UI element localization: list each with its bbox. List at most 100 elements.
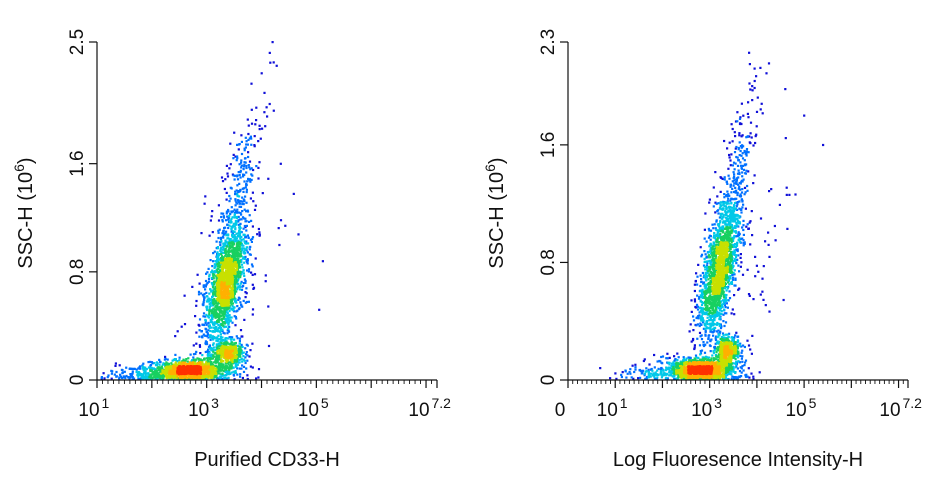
- data-point: [631, 364, 634, 367]
- data-point: [656, 369, 659, 372]
- data-point: [241, 247, 244, 250]
- data-point: [231, 292, 234, 295]
- data-point: [198, 318, 202, 321]
- data-point: [267, 305, 270, 308]
- data-point: [728, 177, 731, 180]
- x-tick-exponent: 1: [102, 395, 110, 411]
- data-point: [228, 253, 231, 257]
- data-point: [738, 270, 741, 273]
- data-point: [225, 320, 229, 323]
- data-point: [759, 293, 762, 296]
- data-point: [218, 311, 222, 314]
- data-point: [245, 292, 248, 295]
- data-point: [232, 235, 235, 238]
- data-point: [748, 51, 751, 54]
- data-point: [224, 354, 227, 357]
- data-point: [247, 164, 250, 167]
- data-point: [141, 377, 144, 380]
- data-point: [230, 187, 233, 190]
- data-point: [747, 227, 750, 230]
- data-point: [228, 261, 231, 264]
- data-point: [754, 255, 757, 258]
- data-point: [218, 365, 221, 368]
- data-point: [223, 288, 226, 291]
- data-point: [172, 376, 175, 380]
- data-point: [698, 344, 702, 347]
- data-point: [220, 253, 223, 256]
- data-point: [210, 290, 213, 293]
- data-point: [156, 373, 159, 376]
- data-point: [236, 178, 240, 181]
- data-point: [210, 368, 214, 371]
- data-point: [737, 148, 740, 151]
- data-point: [661, 362, 664, 365]
- data-point: [220, 347, 223, 350]
- y-axis-title: SSC-H (106): [11, 157, 37, 268]
- data-point: [249, 365, 252, 368]
- data-point: [221, 374, 224, 377]
- data-point: [221, 321, 225, 324]
- data-point: [222, 345, 225, 349]
- data-point: [695, 324, 698, 327]
- data-point: [784, 88, 787, 91]
- data-point: [172, 358, 175, 361]
- data-point: [651, 373, 654, 377]
- data-point: [212, 370, 215, 373]
- data-point: [240, 272, 243, 276]
- data-point: [736, 193, 739, 197]
- data-point: [785, 186, 788, 189]
- data-point: [206, 281, 209, 284]
- data-point: [736, 156, 739, 159]
- data-point: [749, 88, 752, 91]
- data-point: [230, 241, 233, 244]
- data-point: [170, 365, 174, 368]
- data-point: [235, 210, 238, 213]
- data-point: [733, 313, 736, 316]
- data-point: [227, 376, 230, 379]
- data-point: [202, 315, 205, 318]
- data-point: [208, 307, 211, 310]
- data-point: [214, 361, 217, 364]
- data-point: [244, 226, 247, 229]
- data-point: [676, 352, 679, 355]
- data-point: [235, 335, 238, 338]
- data-point: [207, 329, 210, 332]
- data-point: [203, 366, 206, 369]
- data-point: [261, 192, 264, 195]
- data-point: [219, 238, 223, 241]
- data-point: [224, 349, 227, 352]
- data-point: [140, 375, 143, 379]
- data-point: [736, 339, 739, 342]
- data-point: [738, 370, 742, 373]
- data-point: [257, 368, 261, 371]
- data-point: [162, 370, 165, 373]
- data-point: [227, 347, 230, 350]
- data-point: [249, 245, 252, 248]
- data-point: [114, 364, 117, 367]
- data-point: [240, 161, 243, 164]
- data-point: [157, 375, 160, 379]
- data-point: [233, 225, 236, 228]
- data-point: [219, 269, 222, 272]
- data-point: [212, 301, 215, 304]
- data-point: [142, 362, 145, 365]
- data-point: [191, 361, 194, 364]
- data-point: [242, 247, 246, 250]
- data-point: [154, 369, 157, 373]
- data-point: [189, 372, 192, 375]
- data-point: [255, 377, 258, 380]
- data-point: [740, 357, 743, 360]
- data-point: [224, 370, 227, 373]
- data-point: [222, 355, 225, 358]
- data-point: [239, 255, 243, 258]
- data-point: [749, 121, 753, 124]
- data-point: [234, 261, 237, 264]
- data-point: [666, 357, 669, 360]
- data-point: [223, 187, 226, 191]
- data-point: [724, 321, 728, 324]
- data-point: [709, 339, 712, 342]
- data-point: [228, 224, 231, 227]
- data-point: [218, 338, 221, 341]
- data-point: [232, 308, 235, 311]
- data-point: [703, 237, 706, 240]
